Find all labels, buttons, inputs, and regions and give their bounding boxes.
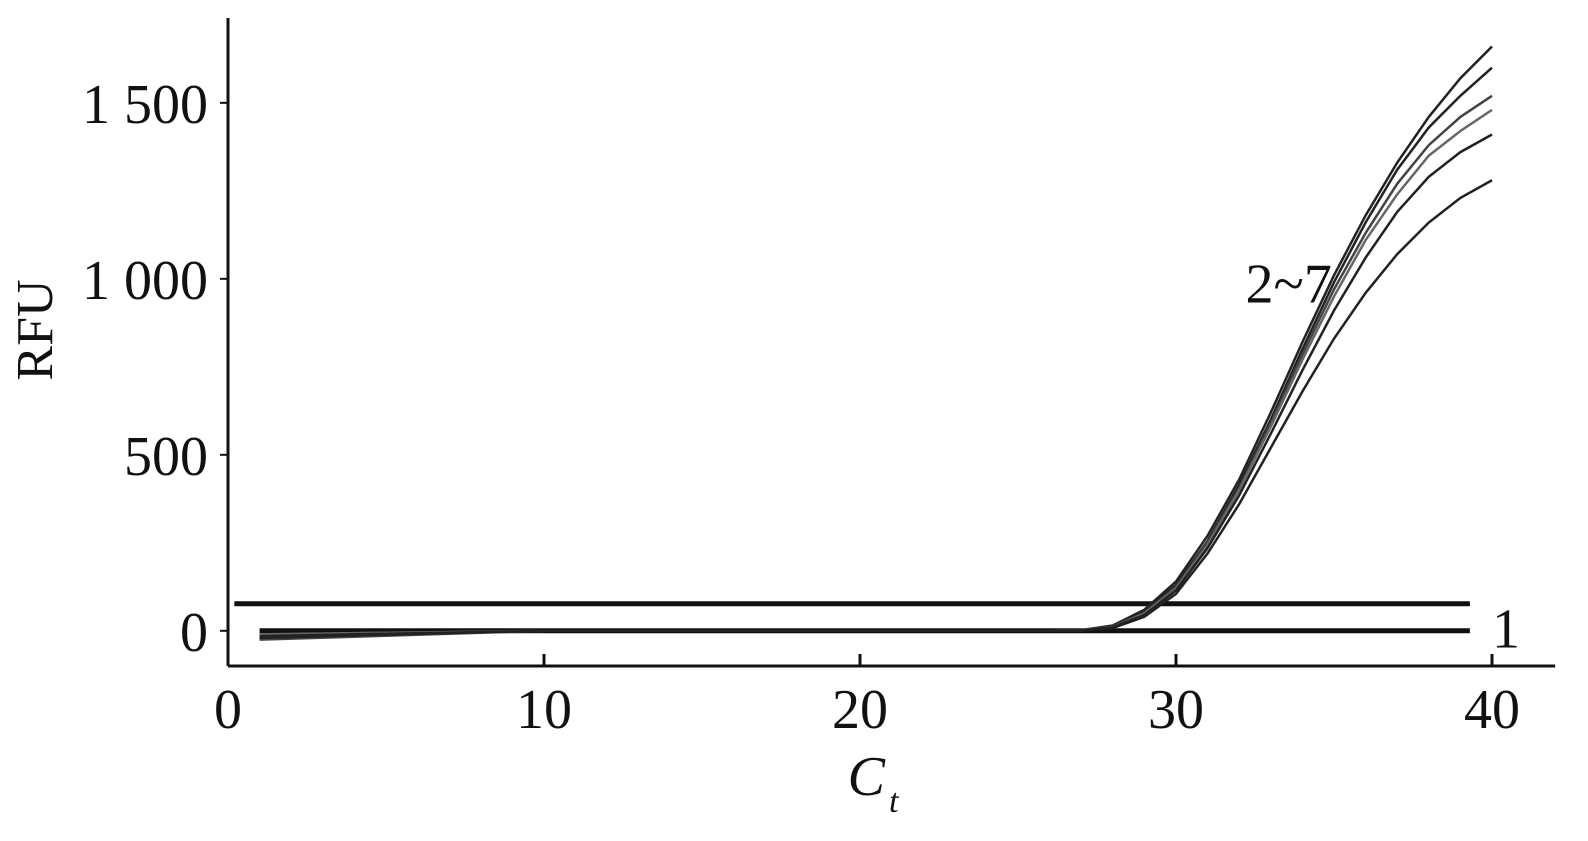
x-tick-label: 0 — [214, 679, 242, 741]
y-tick-label: 500 — [124, 426, 208, 488]
y-tick-label: 0 — [180, 602, 208, 664]
x-tick-label: 30 — [1148, 679, 1204, 741]
curve — [259, 133, 1493, 640]
annotation: 2~7 — [1246, 253, 1332, 315]
x-axis-label-subscript: t — [889, 783, 900, 820]
y-tick-label: 1 500 — [82, 74, 208, 136]
y-tick-label: 1 000 — [82, 250, 208, 312]
y-axis-label: RFU — [7, 279, 64, 380]
curve — [259, 108, 1493, 636]
x-tick-label: 20 — [832, 679, 888, 741]
x-tick-label: 40 — [1464, 679, 1520, 741]
curve — [259, 179, 1493, 638]
x-axis-label: C — [848, 746, 886, 808]
curve — [259, 94, 1493, 641]
annotation: 1 — [1492, 598, 1520, 660]
x-tick-label: 10 — [516, 679, 572, 741]
